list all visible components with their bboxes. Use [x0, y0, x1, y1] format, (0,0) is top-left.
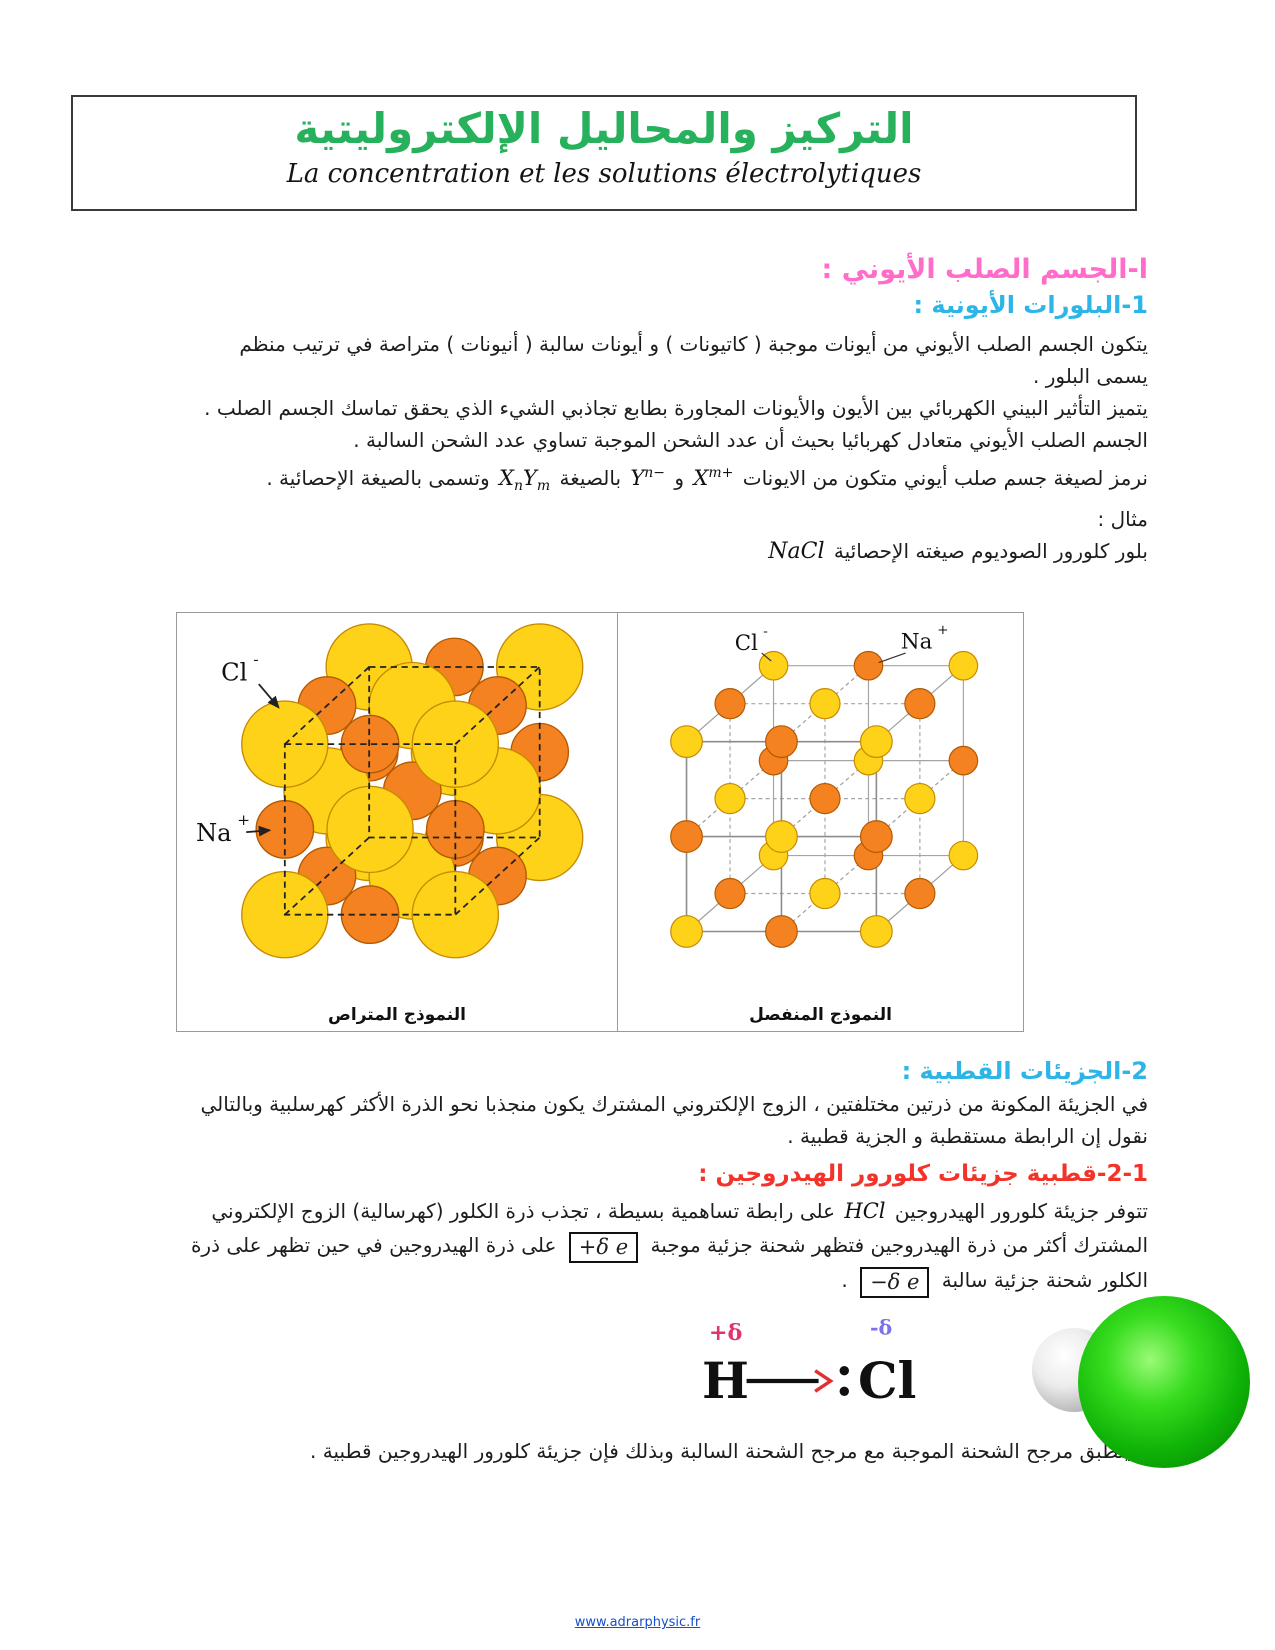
page-footer: www.adrarphysic.fr [0, 1615, 1275, 1630]
hcl-space-filling-model [1030, 1296, 1275, 1472]
section-1-1-heading: 1-البلورات الأيونية : [913, 291, 1148, 319]
compact-model-caption: النموذج المتراص [328, 1005, 466, 1026]
paragraph-line: نقول إن الرابطة مستقطبة و الجزية قطبية . [787, 1124, 1148, 1149]
section-1-heading: ا-الجسم الصلب الأيوني : [821, 254, 1148, 285]
example-label: مثال : [1097, 507, 1148, 532]
hcl-lewis-diagram: +δ H Cl -δ [690, 1308, 930, 1435]
chloride-ion-label: Cl [734, 631, 757, 656]
compact-model-image: Cl - Na + [196, 623, 584, 959]
positive-partial-charge-box: +δ e [568, 1232, 639, 1264]
document-body: ا-الجسم الصلب الأيوني : 1-البلورات الأيو… [100, 252, 1250, 1469]
paragraph-line: يسمى البلور . [1032, 364, 1148, 388]
compact-model-panel: Cl - Na + النموذج المتراص [177, 613, 618, 1032]
paragraph-line: في الجزيئة المكونة من ذرتين مختلفتين ، ا… [200, 1092, 1149, 1117]
page-title: التركيز والمحاليل الإلكتروليتية [294, 104, 914, 153]
formula-text: نرمز لصيغة جسم صلب أيوني متكون من الايون… [742, 466, 1148, 490]
paragraph-line: الجسم الصلب الأيوني متعادل كهربائيا بحيث… [353, 428, 1148, 452]
unit-cell-outline [283, 666, 541, 916]
separated-model-caption: النموذج المنفصل [749, 1005, 892, 1026]
paragraph-text: الكلور شحنة جزئية سالبة [941, 1268, 1148, 1293]
chlorine-sphere [1078, 1296, 1250, 1469]
sodium-ion-label: Na [196, 819, 232, 847]
footer-link[interactable]: www.adrarphysic.fr [574, 1615, 701, 1630]
example-text: بلور كلورور الصوديوم صيغته الإحصائية [833, 539, 1148, 564]
paragraph-text: . [841, 1268, 848, 1293]
hcl-formula: HCl [844, 1199, 886, 1224]
ion-formula-x: Xm+ [693, 465, 734, 490]
example-line: بلور كلورور الصوديوم صيغته الإحصائية NaC… [100, 535, 1148, 568]
separated-model-image: Cl - Na + [669, 623, 978, 949]
formula-line: نرمز لصيغة جسم صلب أيوني متكون من الايون… [100, 456, 1148, 503]
hcl-paragraph-line: المشترك أكثر من ذرة الهيدروجين فتظهر شحن… [100, 1228, 1148, 1264]
molecule-figures-row: +δ H Cl -δ [100, 1296, 1250, 1469]
paragraph-text: على ذرة الهيدروجين في حين تظهر على ذرة [190, 1233, 557, 1258]
statistical-formula: XnYm [499, 466, 551, 495]
formula-text: وتسمى بالصيغة الإحصائية . [266, 466, 490, 490]
sodium-charge: + [937, 623, 948, 638]
nacl-formula: NaCl [768, 539, 825, 565]
formula-text: بالصيغة [559, 466, 622, 490]
paragraph-text: تتوفر جزيئة كلورور الهيدروجين [894, 1199, 1148, 1224]
hcl-paragraph-line: الكلور شحنة جزئية سالبة −δ e . [100, 1263, 1148, 1299]
section-2-heading: 2-الجزيئات القطبية : [901, 1057, 1148, 1086]
chloride-ion-label: Cl [221, 659, 248, 687]
hydrogen-atom-label: H [702, 1351, 749, 1410]
paragraph-text: على رابطة تساهمية بسيطة ، تجذب ذرة الكلو… [211, 1199, 836, 1224]
title-box: التركيز والمحاليل الإلكتروليتية La conce… [71, 95, 1137, 211]
delta-minus-label: -δ [870, 1316, 892, 1340]
paragraph-line: يتميز التأثير البيني الكهربائي بين الأيو… [204, 396, 1148, 420]
separated-model-panel: Cl - Na + النموذج المنفصل [618, 613, 1023, 1031]
nacl-crystal-figure: Cl - Na + النموذج المتراص [176, 612, 1024, 1033]
page-subtitle: La concentration et les solutions électr… [286, 159, 922, 189]
bond-shift-arrow [814, 1369, 834, 1393]
hcl-paragraph-line: تتوفر جزيئة كلورور الهيدروجين HCl على را… [100, 1194, 1148, 1228]
section-2-1-heading: 2-1-قطبية جزيئات كلورور الهيدروجين : [698, 1161, 1148, 1188]
closing-line: لا ينطبق مرجح الشحنة الموجبة مع مرجح الش… [310, 1439, 1148, 1464]
ion-formula-y: Yn− [630, 465, 666, 490]
negative-partial-charge-box: −δ e [860, 1267, 930, 1299]
paragraph-text: المشترك أكثر من ذرة الهيدروجين فتظهر شحن… [650, 1233, 1148, 1258]
sodium-ion-label: Na [900, 629, 932, 654]
chlorine-atom-label: Cl [858, 1351, 916, 1410]
chloride-charge: - [763, 625, 768, 640]
formula-text: و [674, 466, 685, 490]
chloride-charge: - [253, 650, 258, 668]
sodium-charge: + [237, 811, 250, 829]
paragraph-line: يتكون الجسم الصلب الأيوني من أيونات موجب… [239, 332, 1148, 356]
delta-plus-label: +δ [709, 1320, 743, 1346]
hcl-lewis-image: +δ H Cl -δ [702, 1316, 916, 1410]
